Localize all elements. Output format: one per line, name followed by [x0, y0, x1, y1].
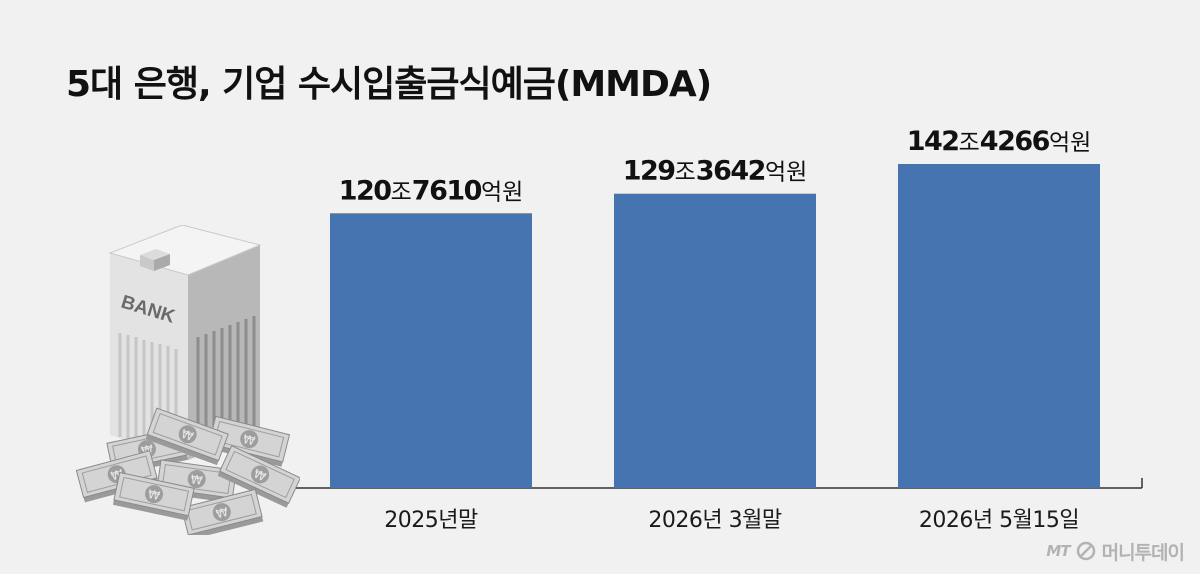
svg-text:₩: ₩ — [190, 472, 204, 488]
watermark: MT 머니투데이 — [1046, 536, 1184, 566]
data-label: 129조3642억원 — [623, 156, 808, 187]
watermark-name: 머니투데이 — [1102, 538, 1184, 565]
x-tick-label: 2026년 5월15일 — [919, 508, 1079, 533]
bar — [614, 194, 816, 488]
x-tick-label: 2026년 3월말 — [648, 508, 781, 533]
data-label: 120조7610억원 — [339, 175, 524, 206]
data-label: 142조4266억원 — [907, 126, 1092, 157]
bank-building-with-money-icon: BANK ₩₩₩₩ ₩ ₩₩₩ — [70, 225, 300, 535]
x-tick-label: 2025년말 — [384, 508, 478, 533]
bar — [898, 164, 1100, 488]
money-today-logo-icon — [1076, 541, 1096, 561]
bar — [330, 213, 532, 488]
watermark-mt: MT — [1046, 542, 1069, 560]
